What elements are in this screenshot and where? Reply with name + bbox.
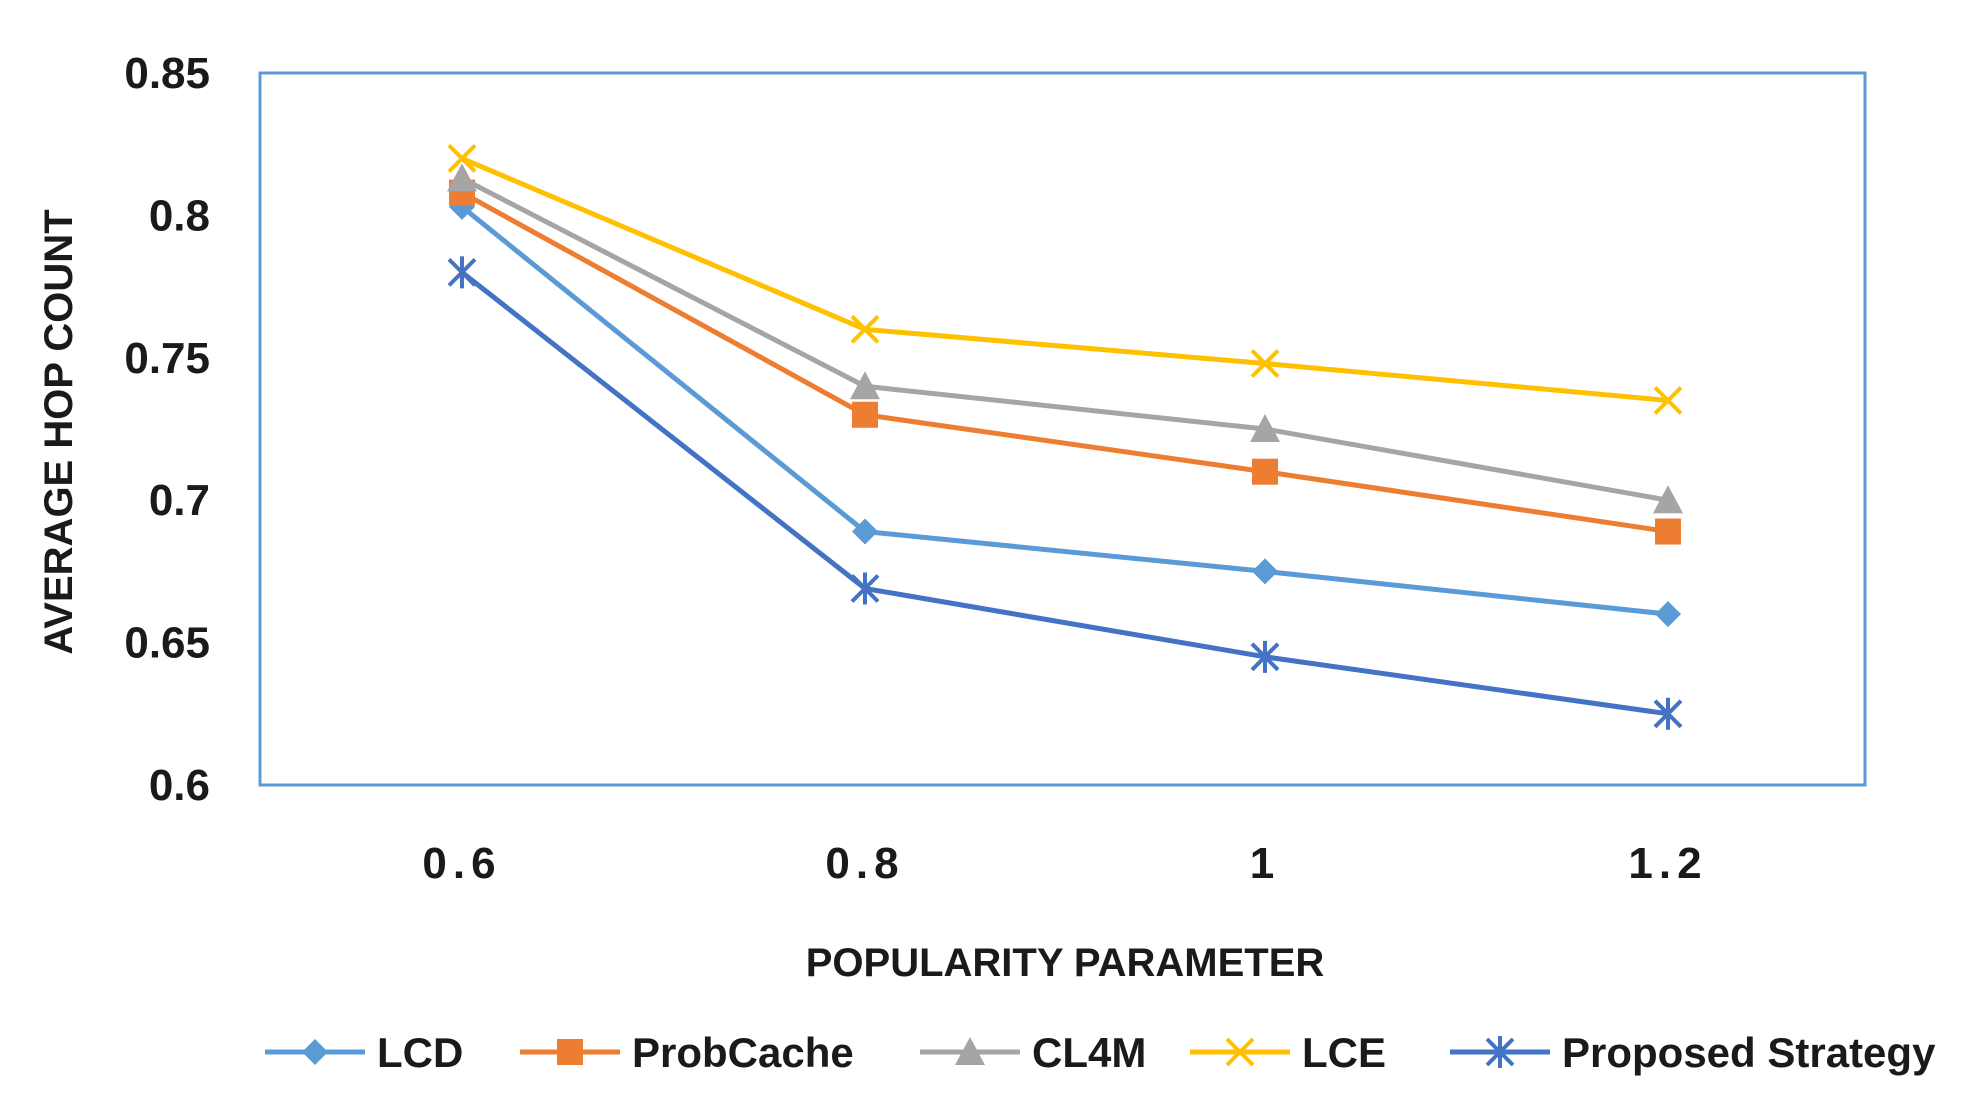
legend-label: CL4M xyxy=(1032,1029,1146,1076)
y-tick-label: 0.6 xyxy=(149,761,210,810)
series-proposed-strategy xyxy=(447,256,1683,730)
data-point-lce xyxy=(1653,386,1683,415)
legend-item-proposed-strategy: Proposed Strategy xyxy=(1450,1029,1936,1076)
series-line-proposed-strategy xyxy=(460,270,1669,717)
y-tick-label: 0.7 xyxy=(149,476,210,525)
data-point-probcache xyxy=(852,401,878,428)
data-point-proposed-strategy xyxy=(850,572,880,605)
series-line-lce xyxy=(461,156,1669,404)
y-tick-label: 0.65 xyxy=(124,619,210,668)
data-point-lce xyxy=(447,144,477,173)
data-point-cl4m xyxy=(1653,485,1683,514)
data-point-cl4m xyxy=(1250,414,1280,442)
legend-label: Proposed Strategy xyxy=(1562,1029,1936,1076)
series-line-cl4m xyxy=(460,176,1669,503)
data-point-lcd xyxy=(1655,601,1681,628)
legend-marker xyxy=(1485,1036,1515,1068)
series-cl4m xyxy=(447,163,1683,514)
data-point-lce xyxy=(850,314,880,344)
legend-marker xyxy=(1225,1037,1255,1067)
series-lcd xyxy=(449,193,1681,628)
legend-marker xyxy=(557,1039,583,1065)
x-axis-ticks: 0.6 0.8 1 1.2 xyxy=(422,839,1707,888)
legend-marker xyxy=(955,1037,985,1065)
data-point-proposed-strategy xyxy=(447,256,477,289)
data-point-cl4m xyxy=(850,371,880,400)
legend-label: LCD xyxy=(377,1029,463,1076)
y-axis-ticks: 0.6 0.65 0.7 0.75 0.8 0.85 xyxy=(124,49,210,810)
legend-marker xyxy=(302,1039,328,1065)
y-tick-label: 0.75 xyxy=(124,334,210,383)
legend-label: LCE xyxy=(1302,1029,1386,1076)
y-tick-label: 0.8 xyxy=(149,191,210,240)
data-point-probcache xyxy=(1252,458,1278,485)
data-point-proposed-strategy xyxy=(1250,640,1280,673)
legend-item-probcache: ProbCache xyxy=(520,1029,854,1076)
x-tick-label: 0.8 xyxy=(825,839,904,888)
legend-item-lce: LCE xyxy=(1190,1029,1386,1076)
data-point-cl4m xyxy=(447,163,477,192)
x-tick-label: 1.2 xyxy=(1628,839,1707,888)
x-axis-title: POPULARITY PARAMETER xyxy=(806,941,1325,985)
y-axis-title: AVERAGE HOP COUNT xyxy=(37,209,81,654)
plot-area xyxy=(258,71,1867,787)
series-lce xyxy=(447,144,1683,415)
legend: LCD ProbCache CL4M LCE Proposed Strategy xyxy=(265,1029,1936,1076)
data-point-proposed-strategy xyxy=(1653,697,1683,730)
legend-label: ProbCache xyxy=(632,1029,854,1076)
series-layer xyxy=(447,144,1683,730)
legend-item-lcd: LCD xyxy=(265,1029,463,1076)
y-tick-label: 0.85 xyxy=(124,49,210,98)
legend-item-cl4m: CL4M xyxy=(920,1029,1146,1076)
x-tick-label: 1 xyxy=(1250,839,1280,888)
x-tick-label: 0.6 xyxy=(422,839,501,888)
data-point-probcache xyxy=(1655,518,1681,545)
data-point-lcd xyxy=(1252,558,1278,585)
data-point-lcd xyxy=(852,518,878,545)
series-probcache xyxy=(449,179,1681,545)
data-point-lce xyxy=(1250,349,1280,378)
series-line-lcd xyxy=(460,204,1669,617)
series-line-probcache xyxy=(460,190,1669,535)
